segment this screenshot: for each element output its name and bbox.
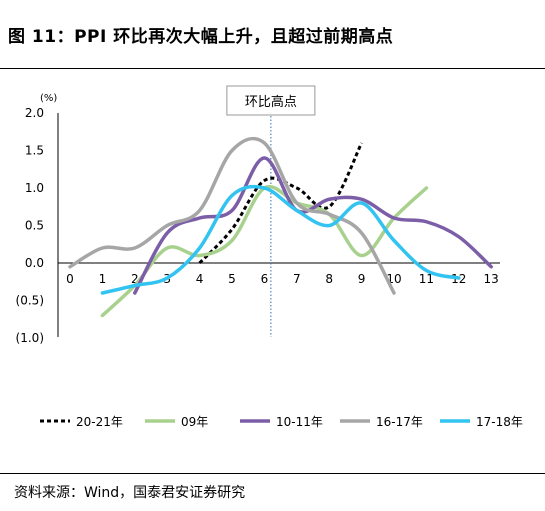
- figure-title: 图 11：PPI 环比再次大幅上升，且超过前期高点: [8, 27, 394, 47]
- x-tick-label: 6: [261, 272, 269, 286]
- series-line-17-18年: [100, 184, 461, 295]
- y-tick-label: 1.0: [25, 181, 44, 195]
- y-tick-label: (0.5): [16, 294, 44, 308]
- y-unit-label: (%): [40, 93, 57, 104]
- legend-label: 09年: [181, 415, 208, 429]
- legend-label: 16-17年: [376, 415, 423, 429]
- x-tick-label: 8: [325, 272, 333, 286]
- y-tick-label: 0.5: [25, 219, 44, 233]
- source-note: 资料来源：Wind，国泰君安证券研究: [14, 485, 246, 501]
- y-tick-label: (1.0): [16, 331, 44, 345]
- y-tick-label: 1.5: [25, 144, 44, 158]
- legend-label: 17-18年: [476, 415, 523, 429]
- x-tick-label: 5: [228, 272, 236, 286]
- x-tick-label: 13: [484, 272, 499, 286]
- x-tick-label: 9: [358, 272, 366, 286]
- x-tick-label: 11: [419, 272, 434, 286]
- legend-label: 20-21年: [76, 415, 123, 429]
- series-line-10-11年: [133, 156, 493, 295]
- x-tick-label: 4: [196, 272, 204, 286]
- series-layer: [68, 136, 493, 318]
- annotation-box: [226, 85, 316, 116]
- annotation-label: 环比高点: [245, 94, 297, 110]
- y-tick-labels: 2.0 1.5 1.0 0.5 0.0 (0.5) (1.0): [16, 106, 44, 345]
- x-tick-label: 0: [66, 272, 74, 286]
- x-tick-label: 1: [99, 272, 107, 286]
- x-tick-label: 2: [131, 272, 139, 286]
- series-line-16-17年: [68, 136, 396, 295]
- legend: 20-21年 09年 10-11年 16-17年 17-18年: [40, 415, 523, 429]
- legend-label: 10-11年: [276, 415, 323, 429]
- top-rule: [0, 68, 545, 69]
- bottom-rule: [0, 473, 545, 474]
- y-tick-label: 2.0: [25, 106, 44, 120]
- series-line-09年: [100, 184, 429, 318]
- y-tick-label: 0.0: [25, 256, 44, 270]
- x-tick-label: 7: [293, 272, 301, 286]
